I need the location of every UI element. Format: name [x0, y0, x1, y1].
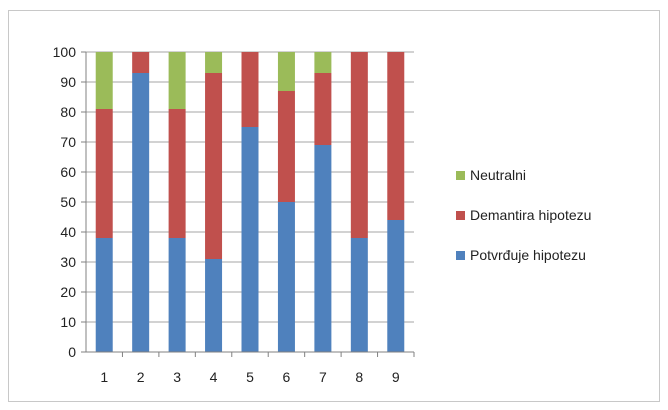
- bar-segment-3-cat-4: [205, 52, 223, 73]
- bar-segment-1-cat-4: [205, 259, 223, 352]
- bar-segment-2-cat-5: [241, 52, 259, 127]
- x-tick-label: 5: [246, 369, 254, 385]
- legend-swatch: [456, 171, 465, 180]
- y-tick-label: 100: [53, 44, 77, 60]
- x-tick-label: 9: [392, 369, 400, 385]
- legend-swatch: [456, 211, 465, 220]
- bar-segment-1-cat-8: [350, 238, 368, 352]
- x-tick-label: 4: [210, 369, 218, 385]
- bar-segment-3-cat-3: [168, 52, 186, 109]
- legend: Neutralni Demantira hipotezu Potvrđuje hip…: [456, 167, 591, 263]
- legend-label: Neutralni: [470, 167, 526, 183]
- bar-segment-2-cat-6: [277, 91, 295, 202]
- y-tick-labels: 0 10 20 30 40 50 60 70 80 90 100: [53, 44, 77, 360]
- legend-label: Potvrđuje hipotezu: [470, 247, 586, 263]
- bar-segment-1-cat-2: [132, 73, 150, 352]
- y-tick-label: 90: [60, 74, 76, 90]
- x-tick-label: 1: [100, 369, 108, 385]
- legend-swatch: [456, 251, 465, 260]
- y-tick-label: 0: [68, 344, 76, 360]
- bar-segment-3-cat-1: [95, 52, 113, 109]
- y-tick-label: 80: [60, 104, 76, 120]
- axes: [81, 51, 415, 357]
- bar-segment-2-cat-8: [350, 52, 368, 238]
- y-tick-label: 30: [60, 254, 76, 270]
- bar-segment-2-cat-7: [314, 73, 332, 145]
- bar-segment-3-cat-7: [314, 52, 332, 73]
- bar-segment-2-cat-1: [95, 109, 113, 238]
- chart-frame: [8, 10, 660, 402]
- bar-segment-1-cat-5: [241, 127, 259, 352]
- bars: [95, 52, 405, 352]
- bar-segment-2-cat-9: [387, 52, 405, 220]
- bar-segment-1-cat-3: [168, 238, 186, 352]
- bar-segment-1-cat-6: [277, 202, 295, 352]
- bar-segment-1-cat-9: [387, 220, 405, 352]
- bar-segment-2-cat-2: [132, 52, 150, 73]
- y-tick-label: 50: [60, 194, 76, 210]
- x-tick-label: 3: [173, 369, 181, 385]
- legend-label: Demantira hipotezu: [470, 207, 591, 223]
- bar-segment-1-cat-7: [314, 145, 332, 352]
- bar-segment-1-cat-1: [95, 238, 113, 352]
- x-tick-labels: 1 2 3 4 5 6 7 8 9: [100, 369, 400, 385]
- x-tick-label: 2: [137, 369, 145, 385]
- x-tick-label: 8: [355, 369, 363, 385]
- y-tick-label: 70: [60, 134, 76, 150]
- x-tick-label: 7: [319, 369, 327, 385]
- bar-segment-3-cat-6: [277, 52, 295, 91]
- bar-segment-2-cat-4: [205, 73, 223, 259]
- x-tick-label: 6: [283, 369, 291, 385]
- y-tick-label: 60: [60, 164, 76, 180]
- y-tick-label: 40: [60, 224, 76, 240]
- y-tick-label: 10: [60, 314, 76, 330]
- y-tick-label: 20: [60, 284, 76, 300]
- bar-segment-2-cat-3: [168, 109, 186, 238]
